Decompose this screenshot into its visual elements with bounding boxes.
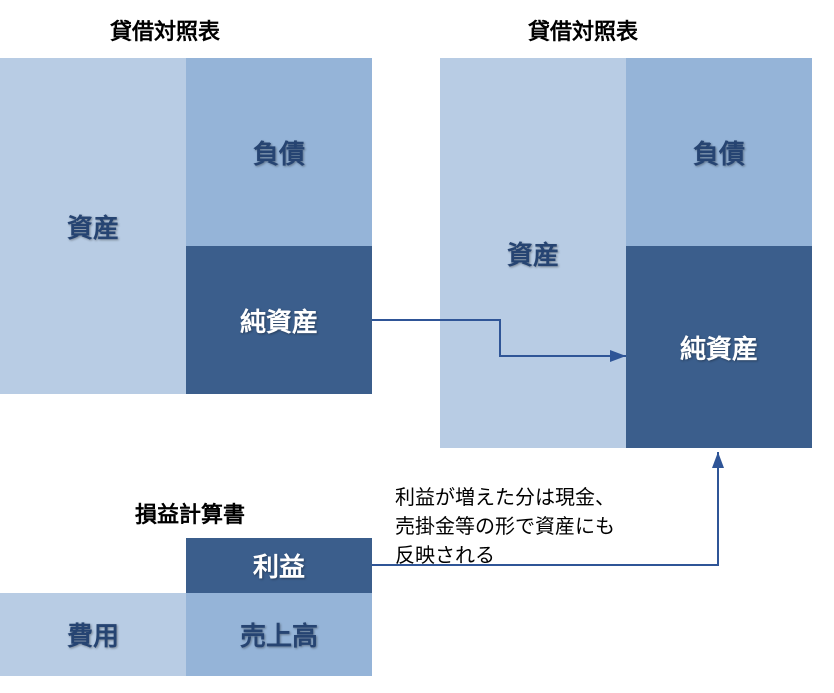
bs-right-netassets-label: 純資産 bbox=[680, 329, 758, 366]
bs-left-assets: 資産 bbox=[0, 58, 186, 394]
pl-profit-label: 利益 bbox=[253, 547, 305, 584]
pl-expenses-label: 費用 bbox=[67, 616, 119, 653]
pl-profit: 利益 bbox=[186, 538, 372, 593]
bs-right-liab-label: 負債 bbox=[693, 134, 745, 171]
bs-right-liab: 負債 bbox=[626, 58, 812, 246]
title-bs-right-text: 貸借対照表 bbox=[528, 19, 638, 44]
title-pl: 損益計算書 bbox=[135, 497, 245, 529]
bs-left-netassets-label: 純資産 bbox=[240, 302, 318, 339]
bs-left-assets-label: 資産 bbox=[67, 208, 119, 245]
title-bs-left: 貸借対照表 bbox=[110, 14, 220, 46]
title-bs-right: 貸借対照表 bbox=[528, 14, 638, 46]
bs-left-liab: 負債 bbox=[186, 58, 372, 246]
pl-expenses: 費用 bbox=[0, 593, 186, 676]
title-bs-left-text: 貸借対照表 bbox=[110, 19, 220, 44]
bs-right-assets-label: 資産 bbox=[507, 235, 559, 272]
pl-revenue: 売上高 bbox=[186, 593, 372, 676]
bs-left-liab-label: 負債 bbox=[253, 134, 305, 171]
bs-right-netassets: 純資産 bbox=[626, 246, 812, 448]
annotation-text: 利益が増えた分は現金、売掛金等の形で資産にも反映される bbox=[395, 484, 615, 571]
pl-revenue-label: 売上高 bbox=[240, 616, 318, 653]
title-pl-text: 損益計算書 bbox=[135, 502, 245, 527]
bs-right-assets: 資産 bbox=[440, 58, 626, 448]
bs-left-netassets: 純資産 bbox=[186, 246, 372, 394]
